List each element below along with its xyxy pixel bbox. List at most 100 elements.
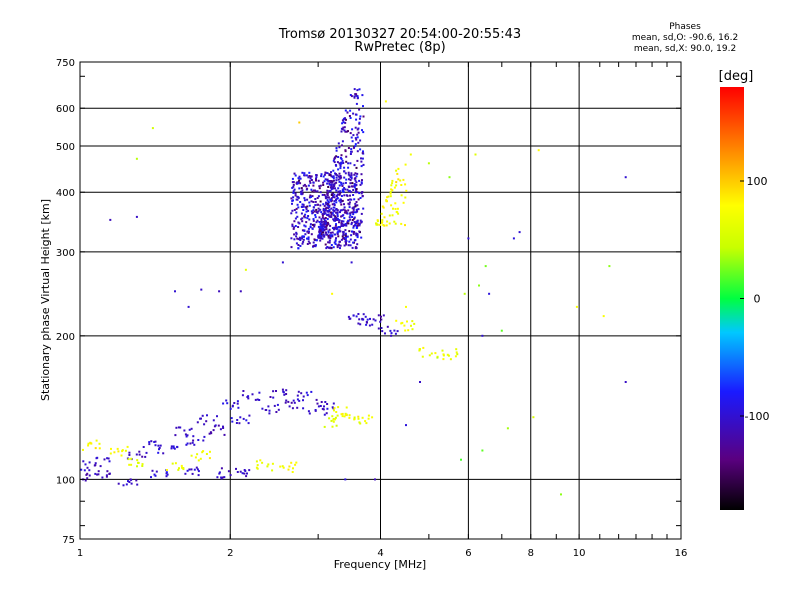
data-point [351,185,354,188]
data-point [186,434,189,437]
data-point [357,208,360,211]
data-point [88,469,91,472]
data-point [400,184,403,186]
data-point [340,238,343,241]
data-point [512,237,515,240]
data-point [229,474,232,477]
data-point [337,235,340,238]
data-point [307,215,310,217]
data-point [345,243,348,246]
data-point [356,210,359,213]
data-point [322,228,325,230]
data-point [294,174,297,177]
data-point [354,224,357,226]
data-point [308,196,311,199]
data-point [340,130,343,133]
data-point [385,224,388,227]
data-point [292,183,295,186]
data-point [317,210,320,213]
data-point [330,244,333,246]
data-point [300,212,303,215]
data-point [306,217,309,220]
data-point [314,198,317,200]
data-point [532,416,535,419]
data-point [285,389,288,392]
data-point [481,334,484,337]
data-point [460,458,462,461]
data-point [292,196,295,199]
data-point [326,224,328,227]
data-point [308,204,311,207]
data-point [290,461,293,464]
data-point [350,136,353,139]
data-point [405,424,407,427]
data-point [101,476,104,479]
data-point [331,415,334,418]
data-point [229,407,232,410]
data-point [325,233,328,236]
data-point [322,223,325,226]
data-point [201,414,204,417]
data-point [223,476,226,479]
data-point [124,449,127,452]
data-point [324,171,327,174]
data-point [306,230,309,233]
data-point [327,210,330,213]
data-point [138,453,141,456]
data-point [391,179,394,182]
data-point [347,190,350,193]
data-point [303,197,306,200]
data-point [346,194,349,197]
data-point [145,451,148,454]
data-point [182,467,185,469]
data-point [162,452,165,455]
data-point [293,220,296,223]
data-point [308,218,311,221]
data-point [328,239,331,242]
data-point [333,161,336,164]
data-point [282,466,285,469]
data-point [335,223,337,226]
data-point [150,476,152,479]
data-point [299,177,302,180]
data-point [299,245,302,247]
data-point [374,478,376,481]
data-point [296,237,299,240]
data-point [334,215,337,218]
data-point [136,483,139,486]
data-point [362,105,364,108]
data-point [195,466,198,469]
data-point [117,450,120,453]
data-point [348,317,351,320]
data-point [339,165,342,168]
data-point [345,160,348,163]
data-point [327,186,330,188]
data-point [177,426,180,429]
data-point [404,183,407,186]
data-point [560,493,562,496]
data-point [194,456,197,459]
data-point [369,317,371,320]
data-point [339,209,342,212]
data-point [348,240,351,243]
data-point [291,407,294,410]
data-point [314,190,317,193]
data-point [356,95,359,98]
data-point [352,225,355,228]
data-point [314,200,317,203]
data-point [325,220,328,223]
data-point [103,458,106,461]
data-point [356,226,359,229]
data-point [190,468,193,471]
data-point [337,191,340,194]
data-point [385,199,388,202]
data-point [174,290,176,293]
data-point [105,474,108,477]
data-point [345,242,347,244]
data-point [319,184,322,187]
data-point [172,445,175,448]
data-point [294,225,297,227]
data-point [341,122,344,125]
data-point [196,468,199,471]
data-point [351,211,354,214]
